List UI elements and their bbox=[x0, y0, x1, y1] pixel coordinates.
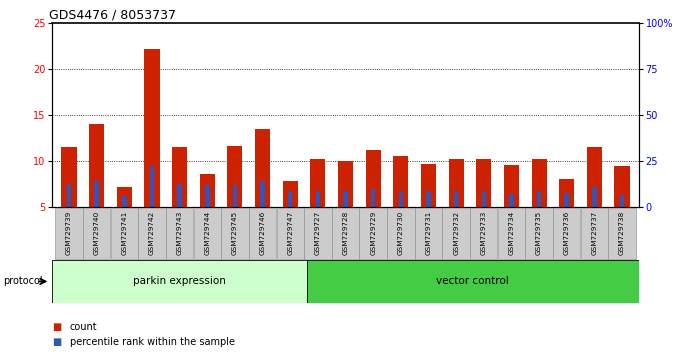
Text: GSM729734: GSM729734 bbox=[508, 210, 514, 255]
Bar bbox=[110, 208, 138, 259]
Text: percentile rank within the sample: percentile rank within the sample bbox=[70, 337, 235, 347]
Bar bbox=[83, 208, 110, 259]
Text: vector control: vector control bbox=[436, 276, 509, 286]
Bar bbox=[94, 181, 99, 207]
Bar bbox=[144, 49, 160, 207]
Bar bbox=[371, 189, 376, 207]
Bar bbox=[52, 260, 307, 303]
Bar bbox=[307, 260, 639, 303]
Text: GSM729739: GSM729739 bbox=[66, 210, 72, 255]
Text: GSM729737: GSM729737 bbox=[591, 210, 597, 255]
Text: GSM729732: GSM729732 bbox=[453, 210, 459, 255]
Bar bbox=[565, 193, 569, 207]
Bar bbox=[415, 208, 442, 259]
Text: ■: ■ bbox=[52, 322, 61, 332]
Text: GSM729738: GSM729738 bbox=[619, 210, 625, 255]
Bar bbox=[304, 208, 332, 259]
Bar bbox=[620, 195, 624, 207]
Bar bbox=[509, 194, 514, 207]
Text: GDS4476 / 8053737: GDS4476 / 8053737 bbox=[49, 9, 176, 22]
Bar bbox=[553, 208, 581, 259]
Text: GSM729728: GSM729728 bbox=[343, 210, 348, 255]
Bar bbox=[343, 190, 348, 207]
Bar bbox=[387, 208, 415, 259]
Bar bbox=[122, 196, 126, 207]
Bar bbox=[315, 190, 320, 207]
Text: parkin expression: parkin expression bbox=[133, 276, 226, 286]
Text: GSM729736: GSM729736 bbox=[564, 210, 570, 255]
Bar bbox=[276, 208, 304, 259]
Bar bbox=[260, 181, 265, 207]
Bar bbox=[443, 208, 470, 259]
Bar bbox=[366, 150, 381, 207]
Bar bbox=[526, 208, 553, 259]
Bar bbox=[581, 208, 608, 259]
Bar bbox=[177, 184, 182, 207]
Bar bbox=[587, 147, 602, 207]
Bar bbox=[449, 159, 463, 207]
Bar bbox=[67, 184, 71, 207]
Bar bbox=[399, 190, 403, 207]
Bar bbox=[614, 166, 630, 207]
Bar bbox=[609, 208, 636, 259]
Text: GSM729729: GSM729729 bbox=[370, 210, 376, 255]
Bar bbox=[393, 156, 408, 207]
Text: GSM729733: GSM729733 bbox=[481, 210, 487, 255]
Bar bbox=[221, 208, 248, 259]
Text: GSM729744: GSM729744 bbox=[205, 210, 210, 255]
Bar bbox=[504, 165, 519, 207]
Bar bbox=[338, 161, 353, 207]
Bar bbox=[359, 208, 387, 259]
Bar bbox=[200, 174, 215, 207]
Text: GSM729727: GSM729727 bbox=[315, 210, 321, 255]
Bar bbox=[559, 179, 574, 207]
Bar bbox=[426, 192, 431, 207]
Text: GSM729735: GSM729735 bbox=[536, 210, 542, 255]
Bar bbox=[592, 187, 597, 207]
Bar bbox=[454, 192, 459, 207]
Bar bbox=[249, 208, 276, 259]
Bar bbox=[166, 208, 193, 259]
Text: GSM729746: GSM729746 bbox=[260, 210, 265, 255]
Bar bbox=[482, 192, 486, 207]
Bar bbox=[172, 147, 187, 207]
Text: GSM729742: GSM729742 bbox=[149, 210, 155, 255]
Bar bbox=[138, 208, 165, 259]
Bar bbox=[421, 164, 436, 207]
Bar bbox=[193, 208, 221, 259]
Bar bbox=[470, 208, 498, 259]
Bar bbox=[117, 187, 132, 207]
Bar bbox=[310, 159, 325, 207]
Bar bbox=[149, 166, 154, 207]
Bar bbox=[288, 192, 292, 207]
Text: GSM729747: GSM729747 bbox=[287, 210, 293, 255]
Bar bbox=[55, 208, 82, 259]
Text: GSM729741: GSM729741 bbox=[121, 210, 127, 255]
Bar bbox=[476, 159, 491, 207]
Bar bbox=[283, 181, 298, 207]
Bar bbox=[531, 159, 547, 207]
Text: count: count bbox=[70, 322, 98, 332]
Bar bbox=[228, 146, 242, 207]
Bar bbox=[255, 129, 270, 207]
Bar bbox=[232, 185, 237, 207]
Bar bbox=[498, 208, 525, 259]
Text: GSM729731: GSM729731 bbox=[426, 210, 431, 255]
Bar bbox=[89, 124, 104, 207]
Bar bbox=[61, 147, 77, 207]
Text: GSM729743: GSM729743 bbox=[177, 210, 183, 255]
Bar bbox=[537, 192, 542, 207]
Text: GSM729740: GSM729740 bbox=[94, 210, 100, 255]
Text: GSM729745: GSM729745 bbox=[232, 210, 238, 255]
Bar bbox=[332, 208, 359, 259]
Text: ■: ■ bbox=[52, 337, 61, 347]
Text: protocol: protocol bbox=[3, 276, 43, 286]
Bar bbox=[205, 185, 209, 207]
Text: GSM729730: GSM729730 bbox=[398, 210, 404, 255]
